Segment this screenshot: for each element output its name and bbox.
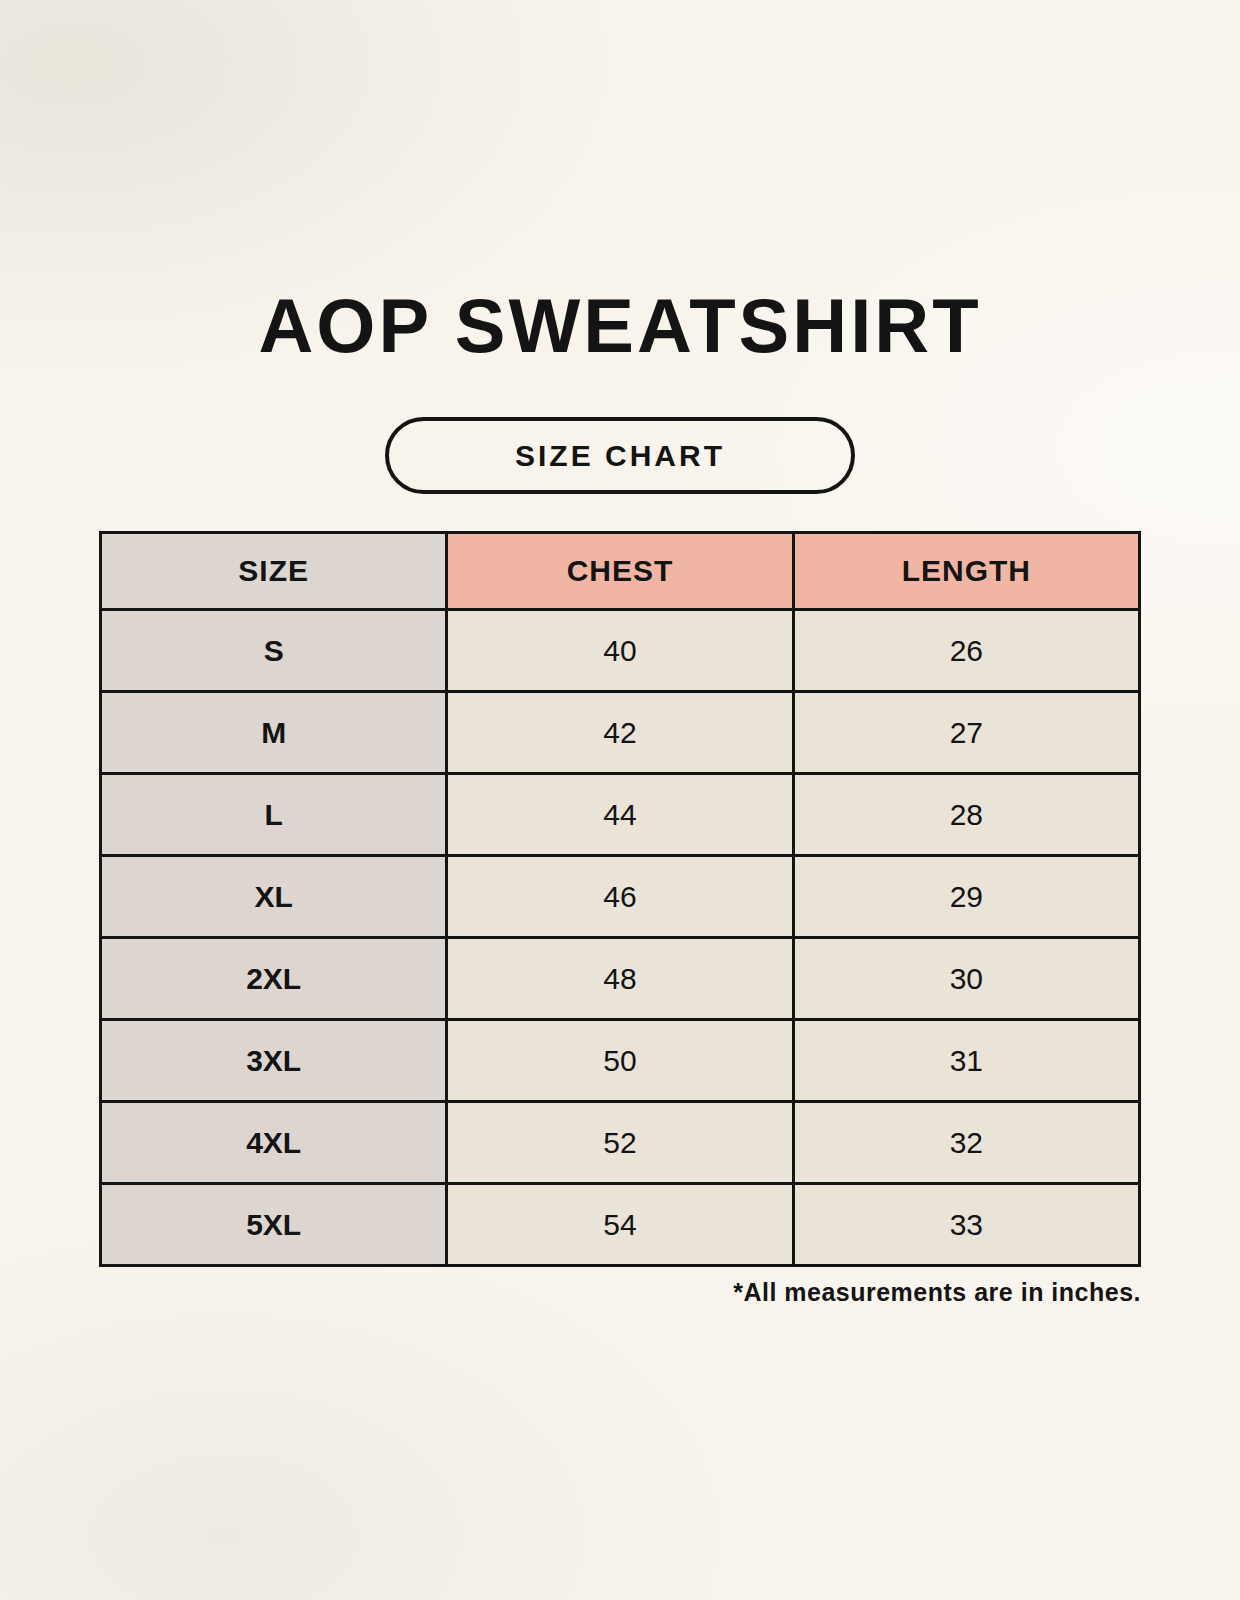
chest-value: 42 (447, 692, 793, 774)
table-row: 2XL 48 30 (101, 938, 1140, 1020)
column-header-chest: CHEST (447, 533, 793, 610)
column-header-length: LENGTH (793, 533, 1139, 610)
size-chart-badge: SIZE CHART (385, 417, 855, 494)
chest-value: 46 (447, 856, 793, 938)
table-row: 5XL 54 33 (101, 1184, 1140, 1266)
length-value: 26 (793, 610, 1139, 692)
size-label: 3XL (101, 1020, 447, 1102)
product-title: AOP SWEATSHIRT (0, 288, 1240, 364)
size-label: XL (101, 856, 447, 938)
chest-value: 44 (447, 774, 793, 856)
length-value: 30 (793, 938, 1139, 1020)
table-row: 3XL 50 31 (101, 1020, 1140, 1102)
table-row: S 40 26 (101, 610, 1140, 692)
table-row: 4XL 52 32 (101, 1102, 1140, 1184)
chest-value: 54 (447, 1184, 793, 1266)
chest-value: 50 (447, 1020, 793, 1102)
size-label: L (101, 774, 447, 856)
column-header-size: SIZE (101, 533, 447, 610)
length-value: 29 (793, 856, 1139, 938)
size-label: 4XL (101, 1102, 447, 1184)
chest-value: 52 (447, 1102, 793, 1184)
length-value: 28 (793, 774, 1139, 856)
table-row: M 42 27 (101, 692, 1140, 774)
size-label: 5XL (101, 1184, 447, 1266)
chest-value: 48 (447, 938, 793, 1020)
length-value: 32 (793, 1102, 1139, 1184)
length-value: 33 (793, 1184, 1139, 1266)
size-chart-page: AOP SWEATSHIRT SIZE CHART SIZE CHEST LEN… (0, 288, 1240, 1307)
size-chart-badge-label: SIZE CHART (515, 439, 725, 473)
table-row: XL 46 29 (101, 856, 1140, 938)
size-table: SIZE CHEST LENGTH S 40 26 M 42 27 L 44 2… (99, 531, 1141, 1267)
size-label: S (101, 610, 447, 692)
size-label: 2XL (101, 938, 447, 1020)
table-header-row: SIZE CHEST LENGTH (101, 533, 1140, 610)
table-row: L 44 28 (101, 774, 1140, 856)
measurement-note: *All measurements are in inches. (99, 1278, 1141, 1307)
length-value: 27 (793, 692, 1139, 774)
length-value: 31 (793, 1020, 1139, 1102)
chest-value: 40 (447, 610, 793, 692)
size-label: M (101, 692, 447, 774)
